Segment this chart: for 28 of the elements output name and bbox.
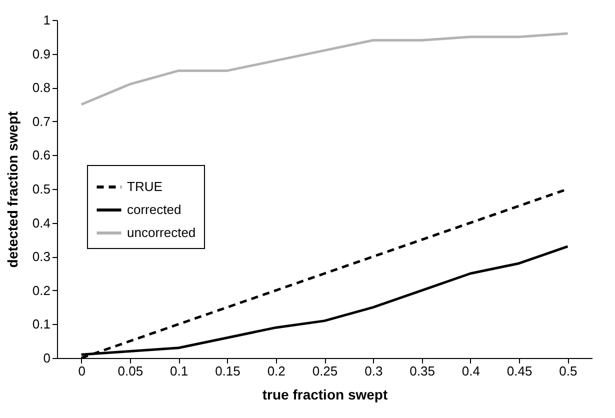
- x-tick-label: 0.05: [118, 364, 144, 378]
- x-tick-label: 0.45: [506, 364, 532, 378]
- y-tick-label: 0.1: [32, 316, 50, 332]
- y-tick-label: 0.2: [32, 282, 50, 298]
- legend-label: uncorrected: [127, 225, 196, 240]
- x-tick-label: 0.25: [312, 364, 338, 378]
- x-tick-label: 0.35: [410, 364, 435, 378]
- y-tick-label: 1: [43, 12, 50, 28]
- x-tick-label: 0.15: [215, 364, 240, 378]
- y-tick-label: 0.8: [32, 80, 50, 96]
- x-tick-label: 0.1: [170, 364, 188, 378]
- line-series: [80, 32, 569, 106]
- x-tick-label: 0.3: [364, 364, 383, 378]
- y-tick-label: 0.6: [32, 148, 50, 163]
- y-tick-label: 0.7: [32, 114, 50, 129]
- legend-label: TRUE: [127, 179, 163, 194]
- y-tick-label: 0.3: [32, 249, 50, 264]
- y-axis-title: detected fraction swept: [4, 110, 20, 268]
- legend-label: corrected: [127, 202, 182, 217]
- x-tick-label: 0: [78, 364, 86, 378]
- y-tick-label: 0.5: [32, 182, 50, 196]
- x-tick-label: 0.4: [462, 364, 480, 378]
- y-tick-label: 0: [43, 350, 50, 366]
- y-tick-label: 0.9: [32, 46, 50, 62]
- x-axis-title: true fraction swept: [262, 386, 388, 402]
- y-tick-label: 0.4: [32, 215, 50, 230]
- x-tick-label: 0.2: [267, 364, 286, 378]
- x-tick-label: 0.5: [559, 364, 578, 378]
